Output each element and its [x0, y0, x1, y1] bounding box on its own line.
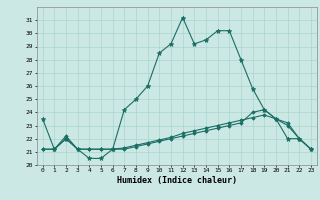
- X-axis label: Humidex (Indice chaleur): Humidex (Indice chaleur): [117, 176, 237, 185]
